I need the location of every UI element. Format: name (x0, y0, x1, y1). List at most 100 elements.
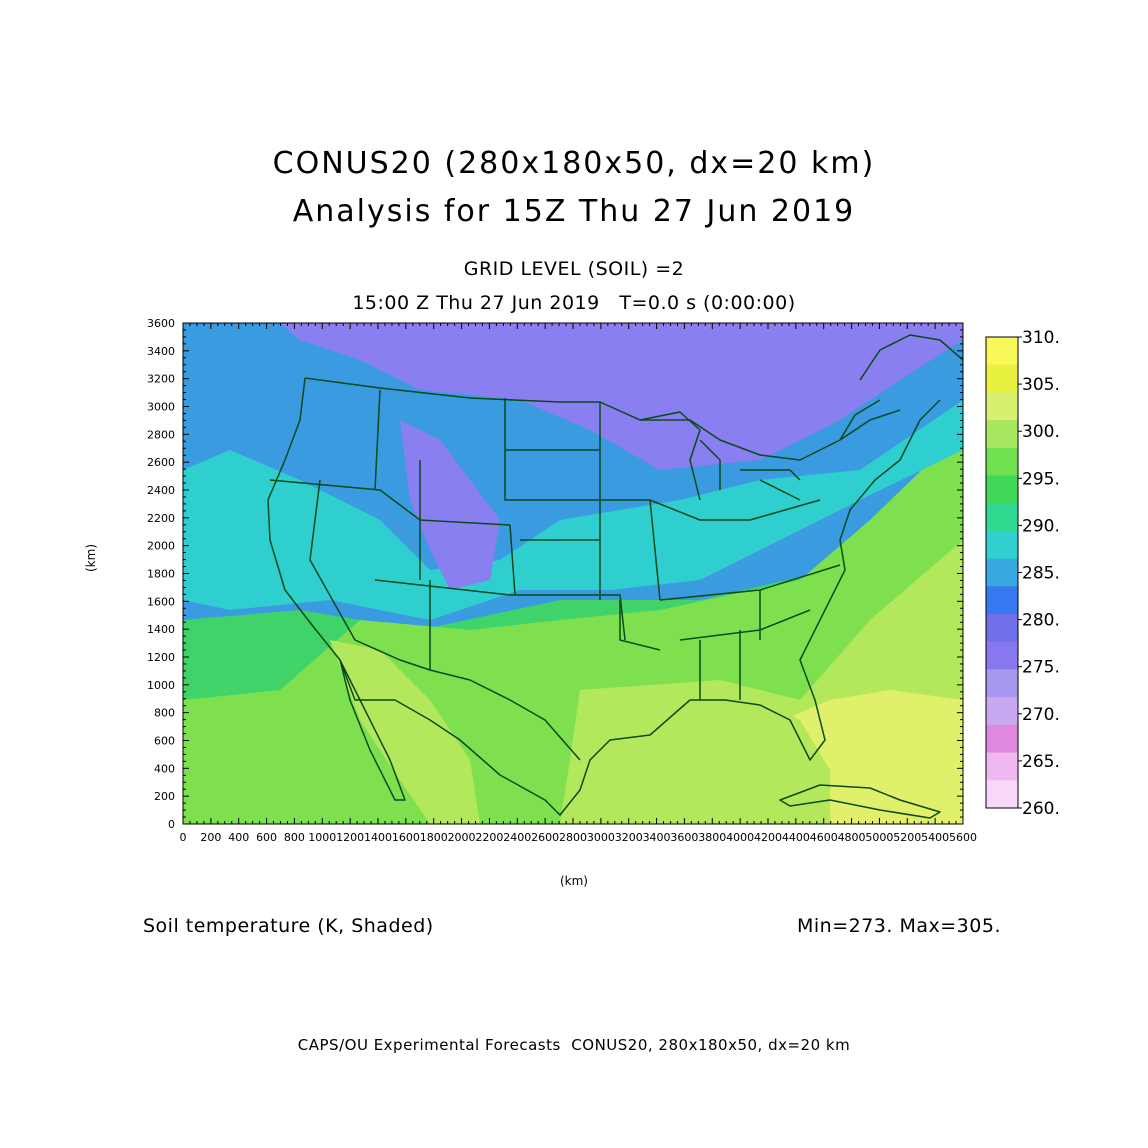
x-tick-label: 2800 (559, 831, 587, 844)
y-tick-label: 1800 (147, 568, 175, 581)
y-tick-label: 1000 (147, 679, 175, 692)
x-tick-label: 1000 (308, 831, 336, 844)
x-tick-label: 3200 (615, 831, 643, 844)
x-tick-label: 3600 (670, 831, 698, 844)
x-tick-label: 1400 (364, 831, 392, 844)
colorbar-swatch (986, 669, 1018, 698)
x-tick-label: 2600 (531, 831, 559, 844)
x-tick-label: 2200 (475, 831, 503, 844)
colorbar-swatch (986, 641, 1018, 670)
colorbar-swatch (986, 558, 1018, 587)
x-tick-label: 4000 (726, 831, 754, 844)
x-tick-label: 3400 (643, 831, 671, 844)
x-tick-label: 5400 (921, 831, 949, 844)
x-tick-label: 600 (256, 831, 277, 844)
baja-peninsula (339, 659, 406, 801)
y-tick-label: 2800 (147, 428, 175, 441)
colorbar-swatch (986, 364, 1018, 393)
x-tick-label: 5000 (865, 831, 893, 844)
y-axis-label: (km) (84, 543, 98, 572)
colorbar-swatch (986, 614, 1018, 643)
mexico-border (354, 639, 581, 761)
field-region-gulf (590, 700, 830, 824)
conus-coast-outline (267, 377, 941, 816)
x-axis-ticks: 0 200 400 600 800 1000 1200 1400 1600 1800 2000 220… (180, 323, 977, 844)
colorbar-label: 295. (1022, 469, 1060, 489)
colorbar-swatch (986, 724, 1018, 754)
y-tick-label: 3600 (147, 317, 175, 330)
cuba-outline (779, 784, 941, 819)
boundaries (267, 334, 963, 819)
y-tick-label: 400 (154, 762, 175, 775)
field-label: Soil temperature (K, Shaded) (143, 915, 434, 937)
field-region-rockies-cold (400, 420, 500, 590)
x-tick-label: 3800 (698, 831, 726, 844)
colorbar-swatch (986, 697, 1018, 726)
state-lines-west (269, 389, 626, 670)
colorbar-label: 275. (1022, 658, 1060, 678)
x-tick-label: 4200 (754, 831, 782, 844)
y-tick-label: 600 (154, 735, 175, 748)
great-lakes (639, 411, 801, 501)
colorbar-label: 270. (1022, 705, 1060, 725)
y-tick-label: 2400 (147, 484, 175, 497)
colorbar-label: 310. (1022, 328, 1060, 348)
colorbar-swatch (986, 475, 1018, 504)
x-tick-label: 4400 (782, 831, 810, 844)
colorbar-swatch (986, 392, 1018, 421)
colorbar-label: 290. (1022, 516, 1060, 536)
colorbar-label: 285. (1022, 564, 1060, 584)
y-axis-ticks: 0 200 400 600 800 1000 1200 1400 1600 1800 2000 220… (147, 317, 963, 831)
x-tick-label: 5200 (893, 831, 921, 844)
credit-line: CAPS/OU Experimental Forecasts CONUS20, … (297, 1036, 851, 1054)
colorbar-swatch (986, 752, 1018, 781)
title-line-1: CONUS20 (280x180x50, dx=20 km) (272, 146, 876, 181)
x-axis-label: (km) (559, 874, 588, 888)
x-tick-label: 800 (284, 831, 305, 844)
state-lines-central (504, 398, 701, 651)
x-tick-label: 4600 (810, 831, 838, 844)
colorbar-swatch (986, 447, 1018, 477)
colorbar-label: 300. (1022, 422, 1060, 442)
y-tick-label: 1400 (147, 623, 175, 636)
colorbar-label: 305. (1022, 375, 1060, 395)
colorbar: 310. 305. 300. 295. 290. 285. 280. 275. 270. 265.… (985, 328, 1060, 819)
y-tick-label: 200 (154, 790, 175, 803)
y-tick-label: 1600 (147, 595, 175, 608)
x-tick-label: 400 (228, 831, 249, 844)
valid-time-label: 15:00 Z Thu 27 Jun 2019 T=0.0 s (0:00:00… (352, 292, 796, 314)
colorbar-swatch (986, 337, 1018, 366)
y-tick-label: 2600 (147, 456, 175, 469)
title-line-2: Analysis for 15Z Thu 27 Jun 2019 (292, 194, 856, 229)
canada-east-outline (839, 334, 963, 441)
colorbar-label: 260. (1022, 799, 1060, 819)
colorbar-swatch (986, 530, 1018, 560)
x-tick-label: 2000 (448, 831, 476, 844)
y-tick-label: 1200 (147, 651, 175, 664)
x-tick-label: 0 (180, 831, 187, 844)
min-max-label: Min=273. Max=305. (797, 915, 1001, 937)
x-tick-label: 2400 (503, 831, 531, 844)
colorbar-swatch (986, 780, 1018, 809)
x-tick-label: 1800 (420, 831, 448, 844)
grid-level-label: GRID LEVEL (SOIL) =2 (463, 258, 685, 280)
y-tick-label: 800 (154, 707, 175, 720)
field-region-cold (280, 323, 963, 470)
y-tick-label: 2000 (147, 540, 175, 553)
x-tick-label: 4800 (838, 831, 866, 844)
y-tick-label: 2200 (147, 512, 175, 525)
field-region-desert (330, 640, 480, 824)
y-tick-label: 0 (168, 818, 175, 831)
x-tick-label: 1600 (392, 831, 420, 844)
colorbar-label: 280. (1022, 611, 1060, 631)
colorbar-label: 265. (1022, 752, 1060, 772)
y-tick-label: 3400 (147, 345, 175, 358)
colorbar-swatch (986, 420, 1018, 449)
colorbar-swatch (986, 586, 1018, 615)
y-tick-label: 3000 (147, 401, 175, 414)
y-tick-label: 3200 (147, 373, 175, 386)
state-lines-east (659, 499, 841, 700)
x-tick-label: 5600 (949, 831, 977, 844)
soil-temperature-field (183, 323, 963, 824)
